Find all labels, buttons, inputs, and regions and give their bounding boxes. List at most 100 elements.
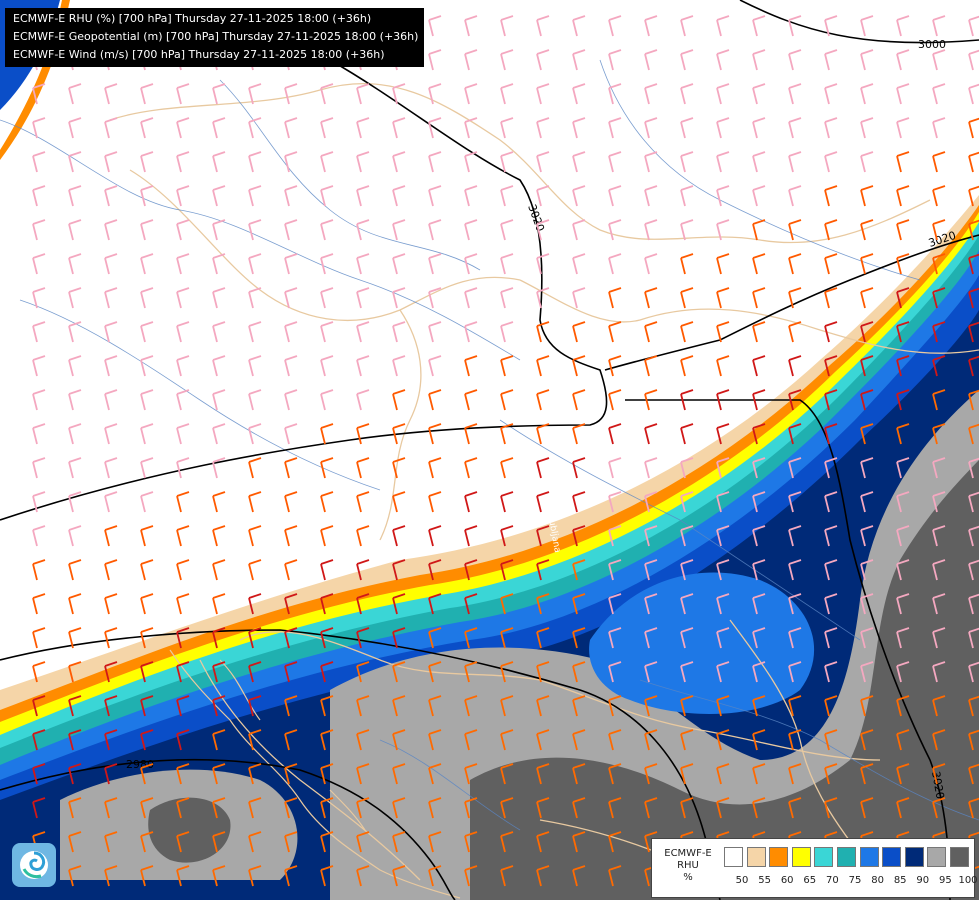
barb-icon [284, 695, 298, 717]
legend-swatch [746, 847, 766, 867]
barb-icon [140, 627, 154, 649]
barb-icon [356, 831, 370, 853]
barb-icon [140, 661, 154, 683]
barb-icon [824, 763, 838, 785]
barb-icon [428, 695, 442, 717]
barb-icon [824, 627, 838, 649]
barb-icon [140, 593, 154, 615]
barb-icon [356, 355, 370, 377]
title-line-geopotential: ECMWF-E Geopotential (m) [700 hPa] Thurs… [13, 30, 419, 43]
barb-icon [248, 185, 262, 207]
barb-icon [968, 389, 979, 411]
barb-icon [752, 457, 766, 479]
barb-icon [464, 831, 478, 853]
barb-icon [464, 525, 478, 547]
barb-icon [860, 253, 874, 275]
barb-icon [104, 83, 118, 105]
barb-icon [464, 287, 478, 309]
barb-icon [68, 491, 82, 513]
barb-icon [824, 355, 838, 377]
barb-icon [572, 49, 586, 71]
barb-icon [248, 83, 262, 105]
barb-icon [32, 627, 46, 649]
barb-icon [572, 355, 586, 377]
barb-icon [32, 559, 46, 581]
barb-icon [968, 525, 979, 547]
barb-icon [716, 219, 730, 241]
barb-icon [716, 117, 730, 139]
barb-icon [284, 627, 298, 649]
barb-icon [572, 253, 586, 275]
barb-icon [680, 729, 694, 751]
barb-icon [644, 797, 658, 819]
barb-icon [968, 219, 979, 241]
barb-icon [968, 287, 979, 309]
barb-icon [680, 593, 694, 615]
barb-icon [140, 185, 154, 207]
contour-label: 3020 [525, 203, 547, 234]
barb-icon [968, 117, 979, 139]
barb-icon [356, 219, 370, 241]
barb-icon [644, 389, 658, 411]
legend-swatch [859, 847, 879, 867]
barb-icon [860, 627, 874, 649]
barb-icon [68, 525, 82, 547]
barb-icon [572, 15, 586, 37]
barb-icon [392, 457, 406, 479]
legend-name: ECMWF-E RHU % [656, 848, 720, 884]
barb-icon [104, 627, 118, 649]
barb-icon [140, 831, 154, 853]
barb-icon [500, 695, 514, 717]
barb-icon [680, 763, 694, 785]
legend-unit: % [683, 872, 693, 883]
legend-swatch [882, 847, 902, 867]
barb-icon [500, 593, 514, 615]
barb-icon [464, 83, 478, 105]
barb-icon [212, 763, 226, 785]
barb-icon [32, 151, 46, 173]
barb-icon [392, 491, 406, 513]
barb-icon [104, 321, 118, 343]
barb-icon [500, 321, 514, 343]
barb-icon [608, 457, 622, 479]
barb-icon [32, 185, 46, 207]
legend-swatch [791, 847, 811, 867]
barb-icon [896, 219, 910, 241]
barb-icon [752, 185, 766, 207]
barb-icon [500, 287, 514, 309]
barb-icon [680, 151, 694, 173]
barb-icon [176, 661, 190, 683]
barb-icon [680, 525, 694, 547]
barb-icon [896, 117, 910, 139]
barb-icon [428, 729, 442, 751]
barb-icon [572, 559, 586, 581]
barb-icon [284, 423, 298, 445]
barb-icon [140, 491, 154, 513]
barb-icon [860, 797, 874, 819]
map-title-box: ECMWF-E RHU (%) [700 hPa] Thursday 27-11… [5, 8, 425, 67]
barb-icon [212, 287, 226, 309]
barb-icon [824, 83, 838, 105]
barb-icon [500, 763, 514, 785]
barb-icon [428, 797, 442, 819]
barb-icon [536, 423, 550, 445]
barb-icon [428, 763, 442, 785]
barb-icon [716, 185, 730, 207]
barb-icon [680, 83, 694, 105]
barb-icon [176, 695, 190, 717]
barb-icon [212, 83, 226, 105]
contour-labels: 3000 3020 3020 2980 3020 [126, 38, 958, 800]
barb-icon [356, 83, 370, 105]
barb-icon [284, 831, 298, 853]
barb-icon [644, 83, 658, 105]
barb-icon [608, 661, 622, 683]
barb-icon [140, 457, 154, 479]
barb-icon [644, 559, 658, 581]
barb-icon [284, 865, 298, 887]
barb-icon [428, 253, 442, 275]
barb-icon [644, 423, 658, 445]
barb-icon [536, 831, 550, 853]
barb-icon [212, 559, 226, 581]
barb-icon [428, 83, 442, 105]
